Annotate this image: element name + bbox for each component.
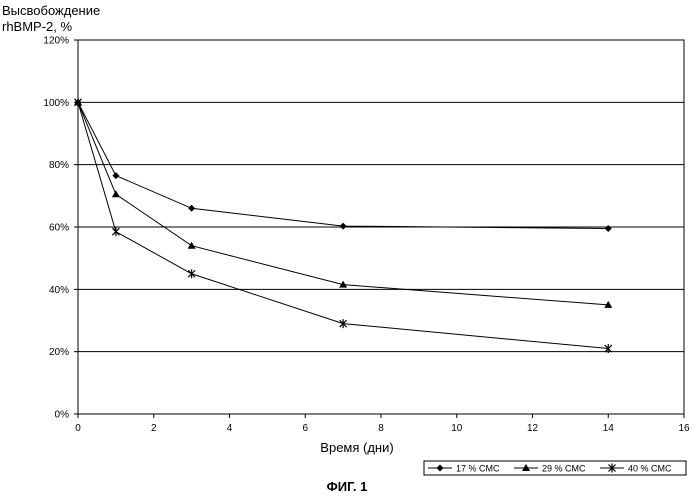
gridlines: [74, 40, 684, 418]
x-tick-label: 6: [302, 423, 308, 434]
legend-label: 29 % CMC: [542, 464, 586, 474]
diamond-marker: [340, 223, 347, 230]
series-lines: [74, 98, 612, 353]
y-tick-label: 80%: [49, 160, 69, 171]
y-tick-label: 0%: [55, 410, 70, 421]
star-marker: [112, 227, 119, 236]
x-tick-label: 14: [603, 423, 615, 434]
legend-label: 40 % CMC: [628, 464, 672, 474]
x-axis-label: Время (дни): [320, 440, 393, 455]
series-line: [78, 102, 608, 305]
x-tick-label: 4: [227, 423, 233, 434]
diamond-marker: [188, 205, 195, 212]
star-marker: [188, 269, 195, 278]
y-tick-label: 20%: [49, 347, 69, 358]
legend-label: 17 % CMC: [456, 464, 500, 474]
diamond-marker: [605, 225, 612, 232]
series-line: [78, 102, 608, 228]
legend: 17 % CMC 29 % CMC 40 % CMC: [424, 461, 686, 475]
triangle-marker: [188, 242, 196, 249]
x-tick-label: 10: [451, 423, 463, 434]
series-2: [74, 98, 612, 308]
y-tick-label: 100%: [43, 98, 69, 109]
triangle-marker: [112, 190, 120, 197]
x-tick-label: 16: [678, 423, 690, 434]
figure-caption: ФИГ. 1: [0, 479, 694, 494]
x-tick-label: 8: [378, 423, 384, 434]
y-tick-label: 60%: [49, 223, 69, 234]
x-tick-labels: 0 2 4 6 8 10 12 14 16: [75, 423, 690, 434]
series-1: [75, 99, 612, 232]
diamond-marker: [112, 172, 119, 179]
x-tick-label: 2: [151, 423, 157, 434]
y-tick-label: 120%: [43, 36, 69, 47]
x-tick-label: 12: [527, 423, 539, 434]
y-tick-label: 40%: [49, 285, 69, 296]
y-tick-labels: 0% 20% 40% 60% 80% 100% 120%: [43, 36, 69, 421]
x-tick-label: 0: [75, 423, 81, 434]
